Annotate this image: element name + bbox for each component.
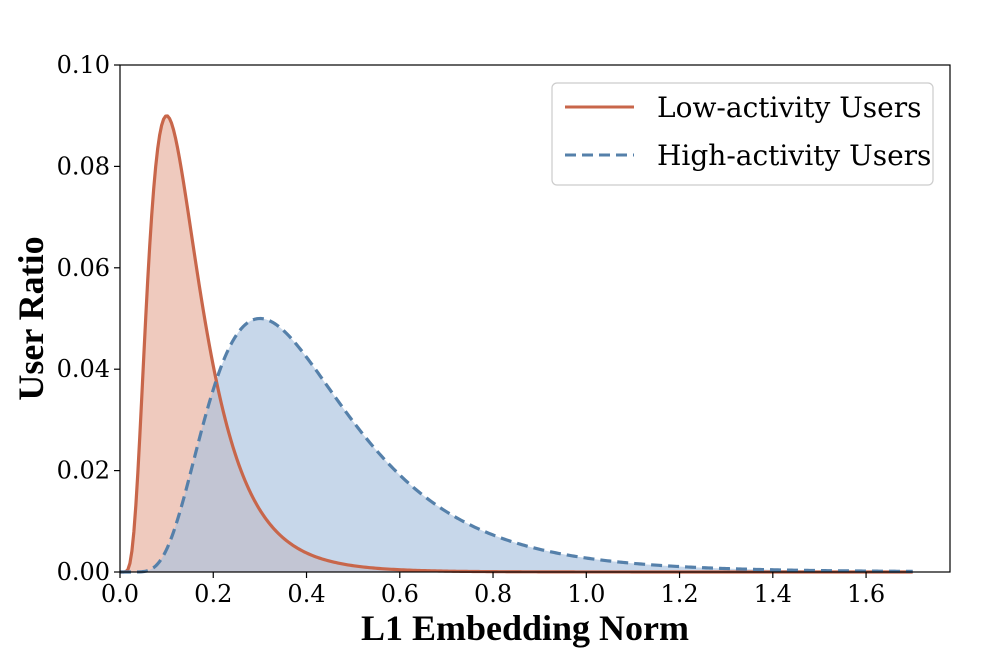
legend-box	[551, 82, 934, 186]
x-axis-ticks: 0.0 0.2 0.4 0.6 0.8 1.0 1.2 1.4 1.6	[101, 572, 885, 608]
series-fills	[120, 116, 913, 572]
series-line-1	[120, 316, 913, 574]
plot-frame	[119, 64, 951, 573]
x-tick-label: 0.8	[474, 580, 512, 608]
x-tick-label: 0.4	[287, 580, 325, 608]
y-tick-label: 0.02	[57, 457, 110, 485]
legend-label-high-activity: High-activity Users	[657, 139, 931, 172]
legend-label-low-activity: Low-activity Users	[657, 91, 922, 124]
legend: Low-activity Users High-activity Users	[551, 82, 934, 186]
y-tick-label: 0.06	[57, 254, 110, 282]
y-tick-label: 0.04	[57, 355, 110, 383]
x-tick-label: 0.6	[381, 580, 419, 608]
x-axis-title: L1 Embedding Norm	[361, 608, 689, 648]
x-tick-label: 0.2	[194, 580, 232, 608]
y-tick-label: 0.10	[57, 51, 110, 79]
x-tick-label: 1.0	[567, 580, 605, 608]
y-tick-label: 0.00	[57, 558, 110, 586]
x-tick-label: 1.6	[847, 580, 885, 608]
y-tick-label: 0.08	[57, 152, 110, 180]
x-tick-label: 0.0	[101, 580, 139, 608]
x-tick-label: 1.4	[754, 580, 792, 608]
series-fill-1	[120, 318, 913, 572]
y-axis-ticks: 0.00 0.02 0.04 0.06 0.08 0.10	[57, 51, 120, 586]
y-axis-title: User Ratio	[11, 236, 51, 400]
x-tick-label: 1.2	[660, 580, 698, 608]
